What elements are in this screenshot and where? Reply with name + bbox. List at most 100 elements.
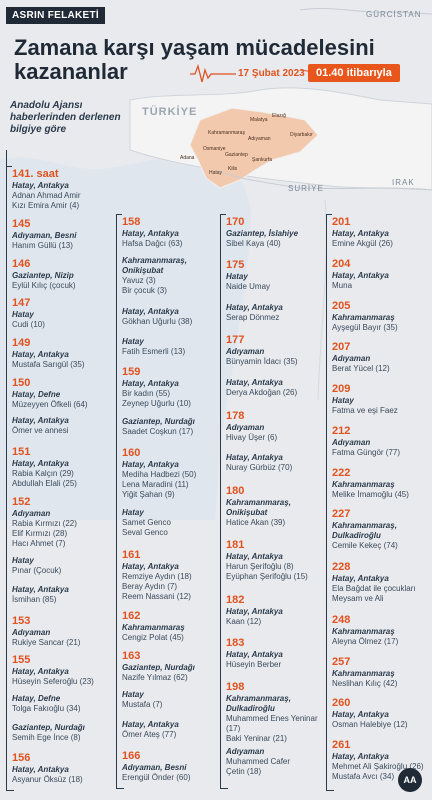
rescue-location: Hatay, Antakya [332,710,389,720]
rescue-entry: 158 Hatay, Antakya Hafsa Dağcı (63) [122,216,222,249]
survivor-name: Müzeyyen Öfkeli (64) [12,399,88,409]
rescue-entry: 156 Hatay, Antakya Asyanur Öksüz (18) [12,752,112,785]
survivor-name: Mustafa Sarıgül (35) [12,360,85,370]
rescue-location: Kahramanmaraş [332,479,395,489]
survivor-name: Harun Şerifoğlu (8) [226,562,294,572]
survivor-name: Reem Nassani (12) [122,591,191,601]
rescue-hour: 204 [332,257,351,270]
rescue-location: Hatay, Antakya [122,720,179,730]
rescue-hour: 261 [332,739,351,752]
rescue-hour: 209 [332,383,351,396]
rescue-location: Kahramanmaraş, Onikişubat [226,497,291,517]
rescue-entry: 153 Adıyaman Rukiye Sancar (21) [12,615,112,648]
rescue-location: Kahramanmaraş, Onikişubat [122,256,187,276]
survivor-name: Nuray Gürbüz (70) [226,462,293,472]
rescue-entry: 161 Hatay, Antakya Remziye Aydın (18) Beray… [122,549,222,602]
city-label: Diyarbakır [290,132,313,138]
rescue-hour: 198 [226,680,245,693]
rescue-hour: 260 [332,697,351,710]
rescue-location: Hatay, Antakya [226,607,283,617]
rescue-entry: 163 Gaziantep, Nurdağı Nazife Yılmaz (62) [122,650,222,683]
column-bracket [220,214,221,788]
rescue-location: Kahramanmaraş [332,312,395,322]
page-title: Zamana karşı yaşam mücadelesini kazananl… [14,35,375,84]
map-label-georgia: GÜRCİSTAN [366,10,422,19]
rescue-location: Kahramanmaraş [122,622,185,632]
rescue-entry: 257 Kahramanmaraş Neslihan Kılıç (42) [332,656,432,689]
rescue-hour: 182 [226,594,245,607]
survivor-name: Samet Genco [122,518,171,528]
survivor-name: Eylül Kılıç (çocuk) [12,280,76,290]
rescue-location: Hatay, Antakya [122,459,179,469]
city-label: Elazığ [272,113,286,119]
rescue-entry: 141. saat Hatay, Antakya Adnan Ahmad Amir K… [12,168,112,211]
survivor-name: Gökhan Uğurlu (38) [122,317,193,327]
column-bracket [116,214,117,788]
rescue-location: Kahramanmaraş, Dulkadiroğlu [332,521,397,541]
rescue-entry: Gaziantep, Nurdağı Semih Ege İnce (8) [12,723,112,743]
survivor-name: Rabia Kalçın (29) [12,468,74,478]
rescue-entry: Hatay Pınar (Çocuk) [12,556,112,576]
rescue-location: Adıyaman [226,422,265,432]
rescue-entry: 198 Kahramanmaraş, Dulkadiroğlu Muhammed E… [226,681,326,744]
survivor-name: Zeynep Uğurlu (10) [122,399,191,409]
rescue-entry: 201 Hatay, Antakya Emine Akgül (26) [332,216,432,249]
survivor-name: Bünyamin İdacı (35) [226,357,298,367]
rescue-location: Hatay [122,508,144,518]
rescue-entry: 159 Hatay, Antakya Bir kadın (55) Zeynep Uğ… [122,366,222,409]
column-bracket-cap [326,790,334,791]
rescue-hour: 175 [226,259,245,272]
rescue-entry: 180 Kahramanmaraş, Onikişubat Hatice Akan … [226,485,326,528]
survivor-name: Asyanur Öksüz (18) [12,775,83,785]
survivor-name: Muhammed Cafer [226,756,291,766]
rescue-entry: 149 Hatay, Antakya Mustafa Sarıgül (35) [12,337,112,370]
survivor-name: Ömer ve annesi [12,426,69,436]
rescue-entry: Hatay Mustafa (7) [122,690,222,710]
survivor-name: Aleyna Ölmez (17) [332,636,399,646]
rescue-location: Adıyaman, Besni [122,762,187,772]
rescue-hour: 156 [12,752,31,765]
rescue-location: Hatay, Antakya [12,181,69,190]
rescue-location: Hatay, Antakya [332,270,389,280]
survivor-name: Osman Halebiye (12) [332,720,408,730]
rescue-entry: 228 Hatay, Antakya Ela Bağdat ile çocuklar… [332,561,432,604]
rescue-entry: 151 Hatay, Antakya Rabia Kalçın (29) Abdull… [12,446,112,489]
survivor-name: İsmihan (85) [12,595,57,605]
city-label: Kahramanmaraş [208,130,245,136]
city-label: Kilis [228,166,238,172]
title-line-1: Zamana karşı yaşam mücadelesini [14,35,375,60]
rescue-hour: 212 [332,424,351,437]
rescue-entry: 227 Kahramanmaraş, Dulkadiroğlu Cemile Kek… [332,508,432,551]
rescue-hour: 155 [12,654,31,667]
rescue-hour: 159 [122,366,141,379]
title-line-2: kazananlar [14,59,128,84]
rescue-hour: 207 [332,341,351,354]
rescue-entry: 261 Hatay, Antakya Mehmet Ali Şakiroğlu (2… [332,739,432,782]
rescue-location: Hatay, Defne [12,693,61,703]
column-bracket [326,214,327,790]
survivor-name: Mustafa (7) [122,700,163,710]
survivor-name: Beray Aydın (7) [122,581,177,591]
rescue-hour: 178 [226,409,245,422]
rescue-entry: 155 Hatay, Antakya Hüseyin Seferoğlu (23) [12,654,112,687]
rescue-location: Hatay, Antakya [226,377,283,387]
time-badge: 01.40 itibarıyla [308,64,400,82]
rescue-location: Kahramanmaraş [332,668,395,678]
rescue-hour: 181 [226,539,245,552]
column-bracket-top [326,214,332,215]
rescue-hour: 158 [122,216,141,228]
column-bracket-top [220,214,226,215]
rescue-entry: 212 Adıyaman Fatma Güngör (77) [332,425,432,458]
column-bracket-cap [220,788,228,789]
rescue-hour: 180 [226,484,245,497]
rescue-entry: 248 Kahramanmaraş Aleyna Ölmez (17) [332,614,432,647]
city-label: Adana [180,155,195,161]
survivor-name: Neslihan Kılıç (42) [332,678,398,688]
rescue-entry: 183 Hatay, Antakya Hüseyin Berber [226,637,326,670]
rescue-location: Adıyaman [332,354,371,364]
rescue-hour: 162 [122,609,141,622]
rescue-location: Hatay, Antakya [122,379,179,389]
rescue-location: Gaziantep, Nizip [12,270,74,280]
rescue-location: Adıyaman [226,746,265,756]
rescue-hour: 161 [122,548,141,561]
